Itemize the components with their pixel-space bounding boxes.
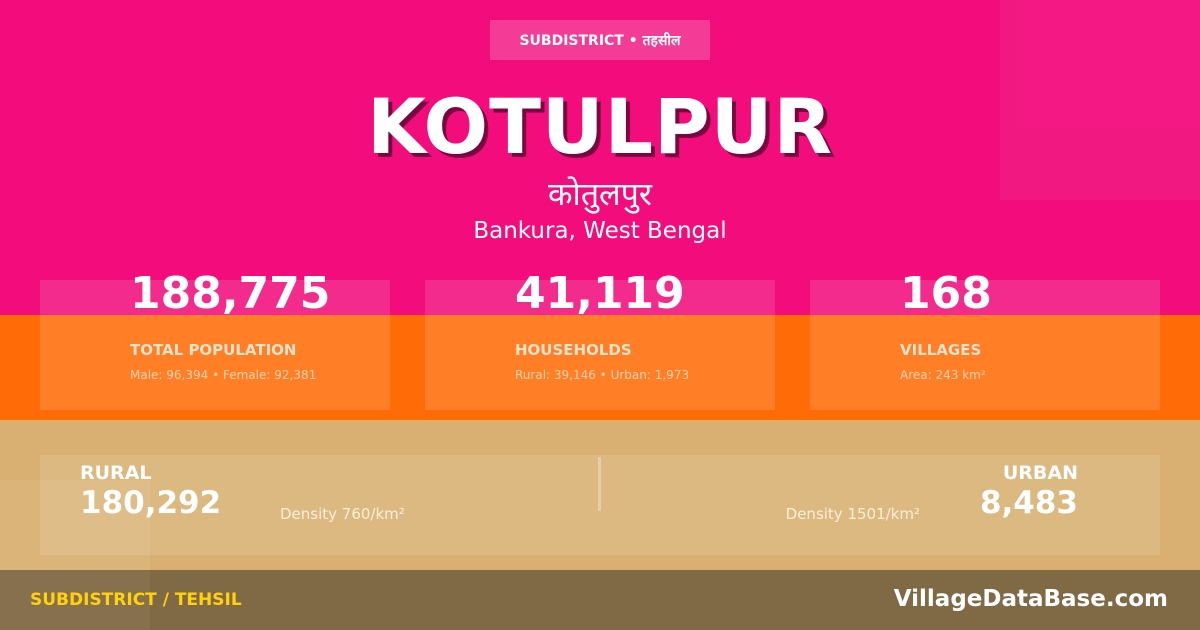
urban-label: URBAN [1002,462,1078,484]
stat-value: 168 [900,268,992,319]
decor-square [0,480,150,630]
stat-label: TOTAL POPULATION [130,341,297,359]
footer-band [0,570,1200,630]
rural-urban-panel [40,455,1160,555]
location: Bankura, West Bengal [473,218,727,244]
urban-density: Density 1501/km² [785,505,920,523]
stat-sub: Rural: 39,146 • Urban: 1,973 [515,368,690,382]
stat-sub: Area: 243 km² [900,368,986,382]
stat-sub: Male: 96,394 • Female: 92,381 [130,368,317,382]
page-title: KOTULPUR [366,82,833,171]
stat-label: VILLAGES [900,341,982,359]
header-band [0,0,1200,315]
divider [598,457,601,511]
footer-type: SUBDISTRICT / TEHSIL [30,590,242,610]
stat-label: HOUSEHOLDS [515,341,632,359]
urban-value: 8,483 [979,485,1078,521]
stat-card-villages: 168 VILLAGES Area: 243 km² [810,268,1160,410]
rural-value: 180,292 [80,485,222,521]
site-brand[interactable]: VillageDataBase.com [893,586,1168,612]
stat-card-population: 188,775 TOTAL POPULATION Male: 96,394 • … [40,268,390,410]
stats-band [0,315,1200,420]
stat-value: 188,775 [130,268,331,319]
rural-density: Density 760/km² [280,505,405,523]
stat-card-households: 41,119 HOUSEHOLDS Rural: 39,146 • Urban:… [425,268,775,410]
title-hindi: कोतुलपुर [547,175,653,213]
decor-square [1000,0,1200,200]
rural-urban-band [0,420,1200,570]
stat-value: 41,119 [515,268,685,319]
rural-label: RURAL [80,462,152,484]
type-badge: SUBDISTRICT • तहसील [490,20,710,60]
